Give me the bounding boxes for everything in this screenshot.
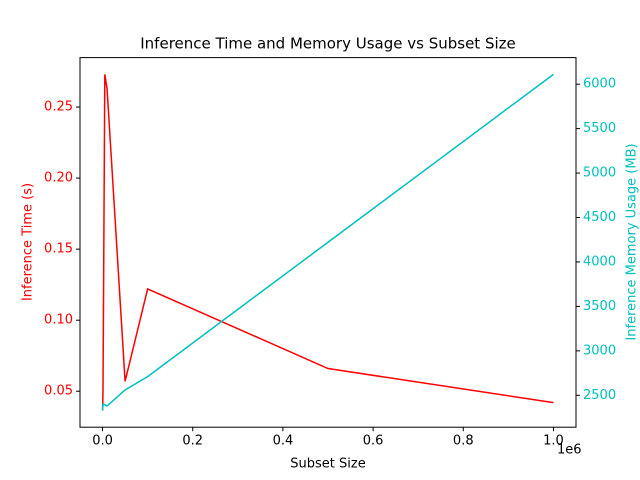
- y-tick-label: 0.10: [44, 313, 73, 328]
- y2-tick-label: 5500: [583, 121, 616, 136]
- x-axis-label: Subset Size: [290, 457, 365, 472]
- plot-frame: [79, 57, 577, 428]
- y2-tick-label: 6000: [583, 77, 616, 92]
- x-tick-label: 0.2: [182, 434, 203, 449]
- y2-tick-label: 3500: [583, 299, 616, 314]
- line-series: [101, 74, 554, 411]
- y2-tick-label: 4500: [583, 210, 616, 225]
- y2-tick-label: 4000: [583, 254, 616, 269]
- chart-title: Inference Time and Memory Usage vs Subse…: [140, 35, 516, 53]
- y2-axis-label: Inference Memory Usage (MB): [625, 143, 640, 340]
- y2-tick-label: 5000: [583, 166, 616, 181]
- y-axis-label: Inference Time (s): [21, 183, 36, 301]
- x-tick-label: 1.0: [543, 434, 564, 449]
- x-tick-label: 0.0: [92, 434, 113, 449]
- y-tick-label: 0.15: [44, 242, 73, 257]
- x-offset-label: 1e6: [557, 443, 582, 458]
- x-tick-label: 0.8: [453, 434, 474, 449]
- y2-tick-label: 3000: [583, 343, 616, 358]
- y-tick-label: 0.05: [44, 384, 73, 399]
- y-tick-label: 0.20: [44, 171, 73, 186]
- x-tick-label: 0.6: [363, 434, 384, 449]
- y-tick-label: 0.25: [44, 100, 73, 115]
- line-series: [101, 73, 554, 411]
- x-tick-label: 0.4: [273, 434, 294, 449]
- y2-tick-label: 2500: [583, 388, 616, 403]
